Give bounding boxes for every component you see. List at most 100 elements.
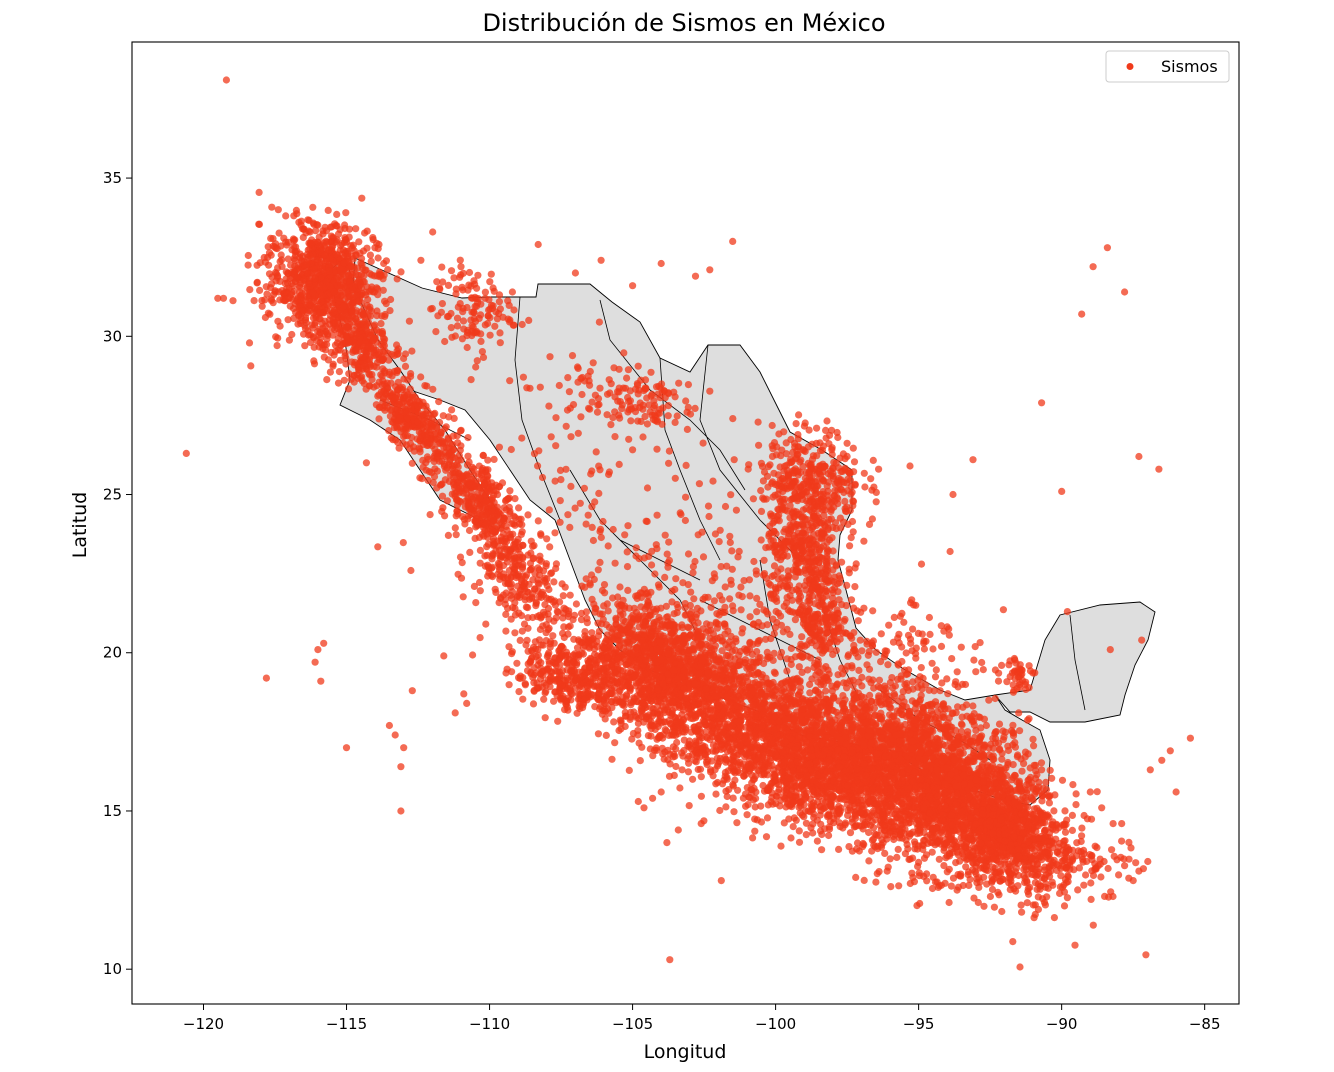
data-point [792, 557, 800, 565]
data-point [582, 520, 590, 528]
data-point [588, 503, 596, 511]
data-point [552, 614, 560, 622]
data-point [274, 264, 282, 272]
data-point [419, 410, 427, 418]
data-point [847, 596, 856, 604]
data-point [537, 557, 545, 565]
data-point [816, 447, 825, 455]
data-point [850, 458, 859, 466]
data-point [291, 252, 300, 260]
chart-title: Distribución de Sismos en México [482, 9, 885, 37]
data-point [459, 308, 467, 316]
data-point [555, 381, 563, 390]
data-point [756, 600, 764, 609]
data-point [323, 227, 331, 235]
data-point [349, 346, 357, 354]
data-point [828, 446, 836, 454]
data-point [451, 524, 459, 532]
data-point [506, 487, 514, 495]
data-point [849, 444, 857, 452]
data-point [485, 296, 493, 304]
data-point [793, 544, 801, 552]
data-point [244, 261, 252, 269]
data-point [552, 560, 561, 568]
data-point [429, 228, 437, 236]
data-point [721, 502, 730, 511]
data-point [588, 571, 596, 579]
data-point [394, 345, 402, 353]
data-point [645, 552, 653, 561]
data-point [614, 397, 622, 405]
data-point [519, 572, 527, 580]
data-point [851, 583, 859, 591]
data-point [490, 287, 498, 295]
data-point [596, 558, 604, 567]
data-point [457, 271, 465, 279]
data-point [487, 501, 495, 509]
data-point [620, 349, 628, 357]
data-point [661, 531, 669, 539]
data-point [687, 588, 695, 596]
data-point [833, 638, 841, 646]
data-point [342, 209, 350, 217]
data-point [386, 388, 394, 396]
data-point [437, 481, 445, 489]
data-point [471, 302, 479, 311]
data-point [348, 286, 357, 294]
data-point [827, 515, 836, 523]
data-point [321, 346, 330, 354]
data-point [639, 433, 647, 441]
data-point [506, 530, 514, 539]
data-point [823, 417, 831, 425]
data-point [774, 575, 782, 583]
data-point [618, 405, 626, 413]
data-point [401, 432, 409, 440]
data-point [694, 531, 702, 539]
data-point [827, 507, 835, 516]
data-point [395, 444, 403, 452]
data-point [705, 512, 713, 521]
data-point [764, 463, 773, 471]
data-point [378, 372, 386, 380]
data-point [272, 333, 280, 341]
data-point [647, 704, 655, 712]
data-point [454, 497, 462, 505]
data-point [506, 318, 514, 326]
data-point [818, 636, 826, 644]
data-point [524, 551, 532, 559]
data-point [704, 593, 712, 601]
data-point [784, 472, 792, 480]
data-point [453, 507, 461, 515]
data-point [586, 367, 594, 376]
data-point [603, 390, 612, 398]
data-point [258, 302, 266, 310]
data-point [364, 296, 372, 304]
data-point [831, 573, 839, 581]
data-point [792, 477, 800, 486]
data-point [514, 545, 523, 553]
data-point [721, 603, 729, 611]
data-point [419, 398, 427, 406]
data-point [562, 422, 570, 430]
data-point [775, 485, 784, 494]
data-point [274, 272, 282, 280]
data-point [685, 624, 693, 632]
data-point [468, 505, 476, 513]
data-point [664, 650, 672, 658]
data-point [438, 507, 446, 515]
data-point [393, 402, 401, 410]
data-point [670, 388, 678, 396]
data-point [360, 272, 368, 280]
data-point [475, 578, 484, 587]
data-point [401, 362, 410, 370]
data-point [345, 314, 354, 322]
data-point [333, 236, 341, 244]
data-point [386, 307, 394, 315]
data-point [760, 556, 768, 564]
data-point [336, 265, 344, 273]
data-point [643, 420, 652, 428]
data-point [665, 622, 673, 630]
data-point [699, 439, 707, 447]
data-point [635, 623, 643, 631]
data-point [624, 522, 632, 530]
